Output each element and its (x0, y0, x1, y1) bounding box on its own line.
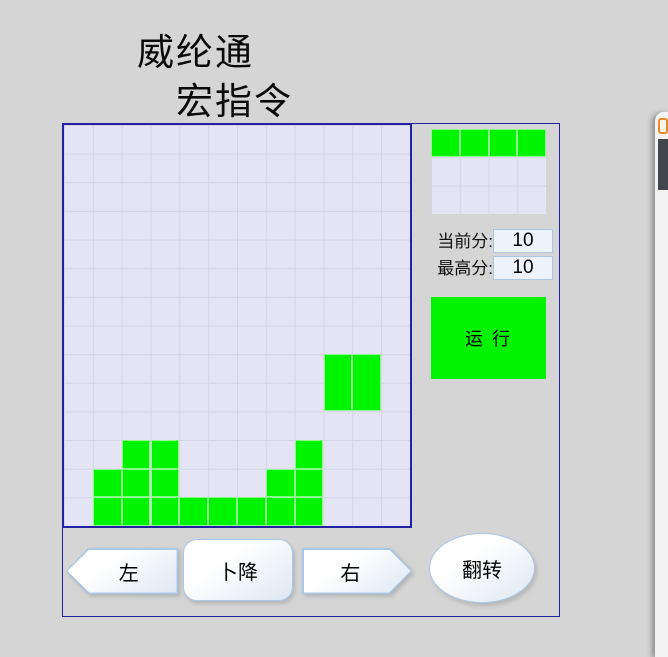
high-score-label: 最高分: (437, 259, 493, 278)
tetris-block (294, 497, 324, 526)
tetris-block (150, 440, 180, 469)
tetris-block (92, 497, 122, 526)
move-left-button[interactable]: 左 (66, 548, 178, 594)
tetris-block (431, 129, 460, 158)
game-board (62, 123, 412, 528)
tetris-block (150, 497, 180, 526)
move-right-label: 右 (340, 562, 361, 585)
current-score-field[interactable]: 10 (493, 229, 553, 253)
drop-button[interactable]: 卜降 (183, 539, 293, 601)
tetris-block (237, 497, 266, 526)
next-piece-preview (431, 129, 546, 214)
run-button[interactable]: 运 行 (431, 297, 546, 379)
high-score-field[interactable]: 10 (493, 256, 553, 280)
tetris-block (265, 468, 295, 498)
move-right-button[interactable]: 右 (302, 548, 412, 594)
tetris-block (294, 440, 324, 469)
tetris-block (150, 468, 180, 498)
tetris-block (208, 497, 237, 526)
drop-button-label: 卜降 (218, 561, 258, 584)
tetris-block (459, 129, 489, 158)
page-title-line1: 威纶通 (137, 32, 254, 73)
orange-frame-icon[interactable] (658, 118, 668, 134)
tetris-block (121, 468, 151, 498)
tetris-block (323, 354, 353, 412)
tetris-block (517, 129, 546, 158)
rotate-button-label: 翻转 (462, 559, 502, 582)
run-button-label: 运 行 (464, 329, 512, 349)
page-title-line2: 宏指令 (176, 81, 293, 122)
tetris-block (121, 497, 151, 526)
rotate-button[interactable]: 翻转 (429, 533, 535, 603)
tetris-block (488, 129, 518, 158)
move-left-label: 左 (118, 562, 139, 585)
current-score-label: 当前分: (437, 232, 493, 251)
tetris-block (179, 497, 209, 526)
tetris-block (294, 468, 324, 498)
tetris-block (265, 497, 295, 526)
window-dark-bar (658, 139, 668, 190)
tetris-block (92, 468, 122, 498)
tetris-block (121, 440, 151, 469)
tetris-block (352, 354, 382, 412)
partial-window-edge (655, 112, 668, 657)
